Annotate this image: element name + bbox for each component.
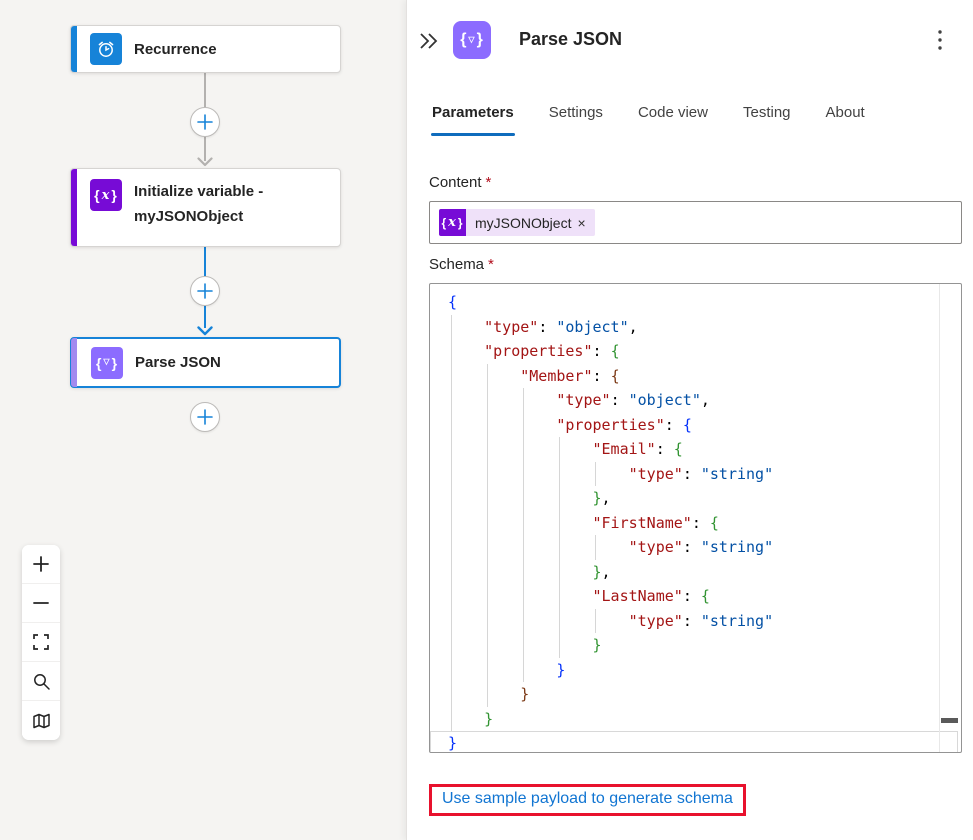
node-label: Initialize variable - myJSONObject [134,183,264,225]
workflow-canvas[interactable]: Recurrence {x} Initialize variable - myJ… [0,0,406,840]
variable-fx-icon: {x} [90,179,122,211]
parse-json-icon: {▽} [91,346,123,379]
content-field: Content * {x} myJSONObject × [429,174,962,244]
use-sample-payload-link[interactable]: Use sample payload to generate schema [442,790,733,807]
code-line[interactable]: { [448,293,458,311]
node-label: Recurrence [134,40,217,58]
node-label: Parse JSON [135,354,221,371]
code-line[interactable]: "Member": { [520,366,620,385]
search-icon [33,673,50,690]
code-line[interactable]: "type": "string" [628,464,774,483]
required-asterisk: * [485,174,492,191]
panel-title: Parse JSON [519,29,623,49]
code-line[interactable]: "type": "object", [556,391,710,409]
edge-recurrence-plus [204,73,206,107]
variable-fx-icon: {x} [439,209,466,236]
insert-step-button[interactable] [190,107,220,137]
overview-ruler-cursor [941,718,958,723]
fit-view-button[interactable] [22,623,60,662]
tab-parameters[interactable]: Parameters [431,98,515,136]
scrollbar-track-divider [939,284,940,752]
edge-plus-parsejson [204,306,206,328]
schema-label: Schema * [429,256,494,273]
node-recurrence[interactable]: Recurrence [70,25,341,73]
edge-initialize-plus [204,247,206,276]
double-chevron-right-icon [420,33,438,49]
node-initialize-variable[interactable]: {x} Initialize variable - myJSONObject [70,168,341,247]
plus-icon [197,283,213,299]
code-line[interactable]: } [430,731,958,752]
more-options-button[interactable] [937,26,965,54]
code-line[interactable]: "properties": { [484,342,620,360]
tab-settings[interactable]: Settings [548,98,604,136]
code-line[interactable]: }, [592,562,611,581]
node-accent-stripe [71,169,77,246]
action-details-panel: {▽} Parse JSON Parameters Settings Code … [406,0,973,840]
edge-plus-initialize [204,137,206,161]
node-accent-stripe [71,26,77,72]
red-annotation-box: Use sample payload to generate schema [429,784,746,816]
add-action-button[interactable] [190,402,220,432]
code-line[interactable]: }, [592,489,611,507]
panel-header: {▽} Parse JSON [407,20,973,62]
plus-icon [197,114,213,130]
code-line[interactable]: } [520,685,530,703]
content-input[interactable]: {x} myJSONObject × [429,201,962,244]
map-icon [32,713,50,728]
tab-about[interactable]: About [825,98,866,136]
tab-testing[interactable]: Testing [742,98,792,136]
gray-arrowhead-icon [197,157,213,167]
schema-code-lines[interactable]: { "type": "object", "properties": { "Mem… [430,290,958,752]
plus-icon [33,556,49,572]
code-line[interactable]: } [592,636,602,654]
code-line[interactable]: "Email": { [592,440,683,458]
token-label: myJSONObject [475,214,572,231]
insert-step-button[interactable] [190,276,220,306]
minus-icon [33,602,49,604]
code-line[interactable]: } [556,660,566,679]
node-parse-json[interactable]: {▽} Parse JSON [70,337,341,388]
code-line[interactable]: } [484,709,494,728]
fit-screen-icon [33,634,49,650]
panel-tabs: Parameters Settings Code view Testing Ab… [431,98,963,136]
search-nodes-button[interactable] [22,662,60,701]
blue-arrowhead-icon [197,326,213,336]
minimap-button[interactable] [22,701,60,740]
recurrence-clock-icon [90,33,122,65]
required-asterisk: * [488,256,494,273]
token-remove-icon[interactable]: × [577,214,586,231]
canvas-controls [22,545,60,740]
parse-json-icon: {▽} [453,21,491,59]
code-line[interactable]: "type": "object", [484,317,638,336]
code-line[interactable]: "FirstName": { [592,513,719,532]
editor-scrollbar[interactable] [940,284,961,752]
schema-code-editor[interactable]: { "type": "object", "properties": { "Mem… [429,283,962,753]
code-line[interactable]: "properties": { [556,415,692,434]
code-line[interactable]: "type": "string" [628,611,774,630]
collapse-panel-button[interactable] [417,28,447,54]
kebab-menu-icon [938,30,942,50]
code-line[interactable]: "LastName": { [592,587,710,605]
schema-field: Schema * { "type": "object", "properties"… [429,256,962,753]
plus-icon [197,409,213,425]
token-myjsonobject[interactable]: {x} myJSONObject × [439,209,595,236]
content-label: Content * [429,174,492,191]
zoom-out-button[interactable] [22,584,60,623]
node-accent-stripe [71,338,77,387]
panel-footer: Use sample payload to generate schema [429,784,746,816]
tab-code-view[interactable]: Code view [637,98,709,136]
zoom-in-button[interactable] [22,545,60,584]
code-line[interactable]: "type": "string" [628,538,774,556]
